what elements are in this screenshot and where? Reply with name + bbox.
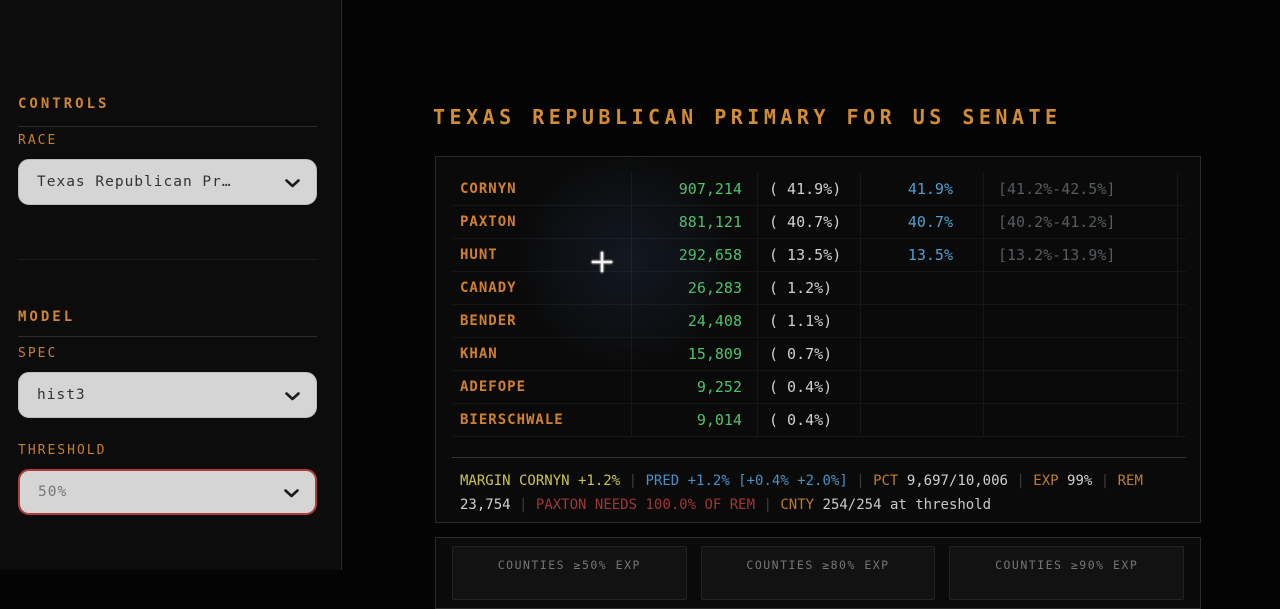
- table-row: KHAN 15,809 ( 0.7%): [452, 338, 1186, 371]
- pct-value: 9,697/10,006: [906, 473, 1008, 489]
- expected-pct: [861, 338, 984, 370]
- expected-pct: 41.9%: [861, 173, 984, 205]
- candidate-share: ( 1.2%): [758, 272, 861, 304]
- counties-50-label: COUNTIES ≥50% EXP: [497, 558, 641, 572]
- needs-stat: PAXTON NEEDS 100.0% OF REM: [535, 497, 756, 513]
- candidate-share: ( 0.4%): [758, 404, 861, 436]
- pct-label: PCT: [873, 473, 899, 489]
- counties-80-label: COUNTIES ≥80% EXP: [746, 558, 890, 572]
- spec-label: SPEC: [18, 346, 58, 361]
- chevron-down-icon: [285, 173, 300, 192]
- table-row: HUNT 292,658 ( 13.5%) 13.5% [13.2%-13.9%…: [452, 239, 1186, 272]
- candidate-votes: 292,658: [632, 239, 758, 271]
- rem-label: REM: [1117, 473, 1143, 489]
- chevron-down-icon: [284, 483, 299, 502]
- interval: [984, 404, 1178, 436]
- candidate-name: PAXTON: [452, 206, 632, 238]
- spacer-cell: [1178, 173, 1186, 205]
- expected-pct: [861, 272, 984, 304]
- controls-sidebar: CONTROLS RACE Texas Republican Pr… MODEL…: [0, 0, 342, 570]
- interval: [984, 305, 1178, 337]
- spacer-cell: [1178, 206, 1186, 238]
- margin-stat: MARGIN CORNYN +1.2%: [460, 473, 621, 489]
- candidate-name: CANADY: [452, 272, 632, 304]
- chevron-down-icon: [285, 386, 300, 405]
- interval: [13.2%-13.9%]: [984, 239, 1178, 271]
- candidate-name: BENDER: [452, 305, 632, 337]
- rem-value: 23,754: [460, 497, 511, 513]
- candidate-share: ( 40.7%): [758, 206, 861, 238]
- table-row: CORNYN 907,214 ( 41.9%) 41.9% [41.2%-42.…: [452, 173, 1186, 206]
- race-select-value: Texas Republican Pr…: [37, 174, 232, 190]
- interval: [984, 338, 1178, 370]
- results-panel: CORNYN 907,214 ( 41.9%) 41.9% [41.2%-42.…: [435, 156, 1201, 523]
- table-row: CANADY 26,283 ( 1.2%): [452, 272, 1186, 305]
- spec-select[interactable]: hist3: [18, 372, 317, 418]
- interval: [984, 272, 1178, 304]
- table-row: PAXTON 881,121 ( 40.7%) 40.7% [40.2%-41.…: [452, 206, 1186, 239]
- candidate-share: ( 13.5%): [758, 239, 861, 271]
- candidate-share: ( 1.1%): [758, 305, 861, 337]
- table-row: BENDER 24,408 ( 1.1%): [452, 305, 1186, 338]
- candidate-name: ADEFOPE: [452, 371, 632, 403]
- spacer-cell: [1178, 371, 1186, 403]
- threshold-select-value: 50%: [38, 484, 68, 500]
- spacer-cell: [1178, 239, 1186, 271]
- cnty-label: CNTY: [780, 497, 815, 513]
- results-table: CORNYN 907,214 ( 41.9%) 41.9% [41.2%-42.…: [452, 173, 1186, 437]
- counties-panel: COUNTIES ≥50% EXP COUNTIES ≥80% EXP COUN…: [435, 537, 1201, 609]
- exp-value: 99%: [1067, 473, 1093, 489]
- table-row: ADEFOPE 9,252 ( 0.4%): [452, 371, 1186, 404]
- race-select[interactable]: Texas Republican Pr…: [18, 159, 317, 205]
- candidate-votes: 9,252: [632, 371, 758, 403]
- counties-50-box: COUNTIES ≥50% EXP: [452, 546, 687, 600]
- candidate-votes: 9,014: [632, 404, 758, 436]
- cnty-value: 254/254 at threshold: [822, 497, 992, 513]
- candidate-share: ( 0.7%): [758, 338, 861, 370]
- counties-90-label: COUNTIES ≥90% EXP: [995, 558, 1139, 572]
- race-label: RACE: [18, 133, 58, 148]
- spacer-cell: [1178, 338, 1186, 370]
- candidate-votes: 24,408: [632, 305, 758, 337]
- expected-pct: 40.7%: [861, 206, 984, 238]
- candidate-votes: 15,809: [632, 338, 758, 370]
- spec-select-value: hist3: [37, 387, 86, 403]
- page-title: TEXAS REPUBLICAN PRIMARY FOR US SENATE: [433, 105, 1062, 129]
- expected-pct: 13.5%: [861, 239, 984, 271]
- spacer-cell: [1178, 272, 1186, 304]
- candidate-name: HUNT: [452, 239, 632, 271]
- controls-header: CONTROLS: [18, 96, 110, 112]
- divider: [18, 259, 317, 260]
- expected-pct: [861, 371, 984, 403]
- interval: [41.2%-42.5%]: [984, 173, 1178, 205]
- interval: [40.2%-41.2%]: [984, 206, 1178, 238]
- status-summary: MARGIN CORNYN +1.2% | PRED +1.2% [+0.4% …: [452, 457, 1186, 517]
- exp-label: EXP: [1033, 473, 1059, 489]
- spacer-cell: [1178, 404, 1186, 436]
- divider: [18, 126, 317, 127]
- candidate-name: KHAN: [452, 338, 632, 370]
- threshold-select[interactable]: 50%: [18, 469, 317, 515]
- candidate-share: ( 0.4%): [758, 371, 861, 403]
- candidate-name: BIERSCHWALE: [452, 404, 632, 436]
- candidate-votes: 907,214: [632, 173, 758, 205]
- expected-pct: [861, 305, 984, 337]
- pred-stat: PRED +1.2% [+0.4% +2.0%]: [645, 473, 848, 489]
- candidate-name: CORNYN: [452, 173, 632, 205]
- status-line-2: 23,754 | PAXTON NEEDS 100.0% OF REM | CN…: [460, 497, 992, 513]
- candidate-votes: 881,121: [632, 206, 758, 238]
- status-line-1: MARGIN CORNYN +1.2% | PRED +1.2% [+0.4% …: [460, 473, 1143, 489]
- threshold-label: THRESHOLD: [18, 443, 107, 458]
- counties-90-box: COUNTIES ≥90% EXP: [949, 546, 1184, 600]
- table-row: BIERSCHWALE 9,014 ( 0.4%): [452, 404, 1186, 437]
- counties-80-box: COUNTIES ≥80% EXP: [700, 546, 936, 600]
- interval: [984, 371, 1178, 403]
- spacer-cell: [1178, 305, 1186, 337]
- model-header: MODEL: [18, 309, 76, 325]
- expected-pct: [861, 404, 984, 436]
- candidate-votes: 26,283: [632, 272, 758, 304]
- candidate-share: ( 41.9%): [758, 173, 861, 205]
- divider: [18, 336, 317, 337]
